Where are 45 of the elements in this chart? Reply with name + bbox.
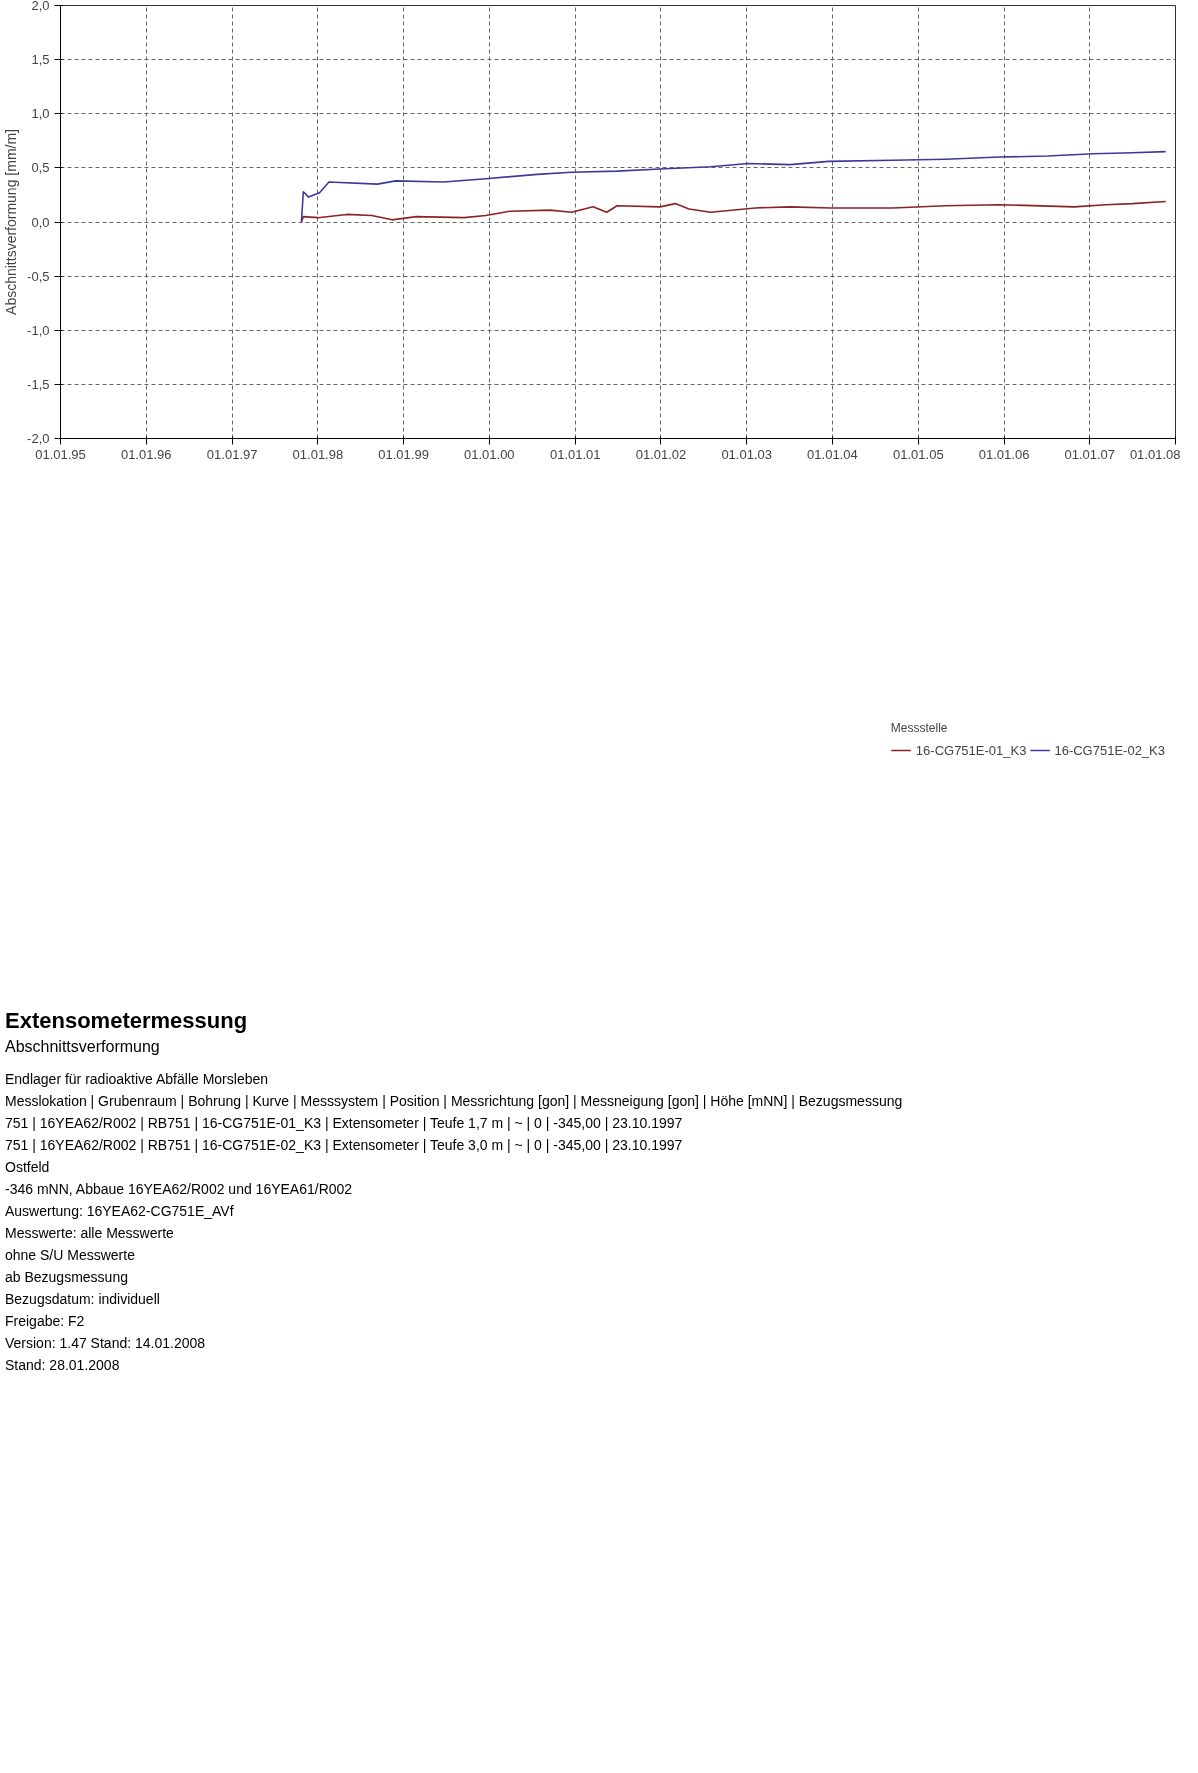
text: ohne S/U Messwerte [5, 1246, 136, 1266]
x-tick-label: 01.01.04 [807, 446, 858, 462]
text: Ostfeld [5, 1158, 51, 1178]
y-tick-label: 1,5 [31, 52, 50, 68]
x-tick-label: 01.01.96 [120, 446, 172, 462]
legend-label: 16-CG751E-01_K3 [915, 742, 1027, 758]
x-tick-label: 01.01.02 [635, 446, 687, 462]
legend-title: Messstelle [890, 721, 949, 735]
y-tick-label: 0,5 [31, 160, 50, 176]
x-tick-label: 01.01.07 [1064, 446, 1116, 462]
x-tick-label: 01.01.06 [978, 446, 1030, 462]
y-tick-label: 0,0 [31, 214, 50, 230]
y-tick-label: -0,5 [27, 268, 50, 284]
legend-label: 16-CG751E-02_K3 [1054, 742, 1165, 758]
line-series [300, 150, 1167, 223]
text: -346 mNN, Abbaue 16YEA62/R002 und 16YEA61/R002 [5, 1180, 354, 1200]
text: Messwerte: alle Messwerte [5, 1224, 175, 1244]
text: Version: 1.47 Stand: 14.01.2008 [5, 1334, 207, 1354]
text: ab Bezugsmessung [5, 1268, 129, 1288]
text: Bezugsdatum: individuell [5, 1290, 161, 1310]
x-tick-label: 01.01.00 [464, 446, 515, 462]
x-tick-label: 01.01.08 [1129, 446, 1181, 462]
x-tick-label: 01.01.97 [206, 446, 258, 462]
x-tick-label: 01.01.05 [893, 446, 944, 462]
x-tick-label: 01.01.99 [378, 446, 429, 462]
text: Messlokation | Grubenraum | Bohrung | Kurve | Messsystem | Position | Messrichtung [gon] | Messneigung [gon] | Höhe [mNN] | Bezugsmessung [5, 1092, 903, 1112]
text: Extensometermessung [5, 1007, 249, 1035]
y-tick-label: -2,0 [27, 431, 50, 446]
y-tick-label: 1,0 [31, 106, 50, 122]
text: Auswertung: 16YEA62-CG751E_AVf [5, 1202, 235, 1222]
x-tick-label: 01.01.95 [35, 446, 86, 462]
text: Abschnittsverformung [5, 1037, 161, 1058]
line-series [300, 200, 1167, 223]
y-tick-label: 2,0 [31, 0, 50, 13]
x-tick-label: 01.01.01 [549, 446, 601, 462]
x-tick-label: 01.01.98 [292, 446, 344, 462]
text: Stand: 28.01.2008 [5, 1356, 121, 1376]
text: 751 | 16YEA62/R002 | RB751 | 16-CG751E-02_K3 | Extensometer | Teufe 3,0 m | ~ | 0 | -345,00 | 23.10.1997 [5, 1136, 684, 1156]
text: 751 | 16YEA62/R002 | RB751 | 16-CG751E-01_K3 | Extensometer | Teufe 1,7 m | ~ | 0 | -345,00 | 23.10.1997 [5, 1114, 684, 1134]
y-tick-label: -1,0 [27, 322, 50, 338]
text: Endlager für radioaktive Abfälle Morsleben [5, 1070, 270, 1090]
text: Freigabe: F2 [5, 1312, 86, 1332]
y-tick-label: -1,5 [27, 376, 50, 392]
y-axis-title: Abschnittsverformung [mm/m] [3, 129, 20, 315]
x-tick-label: 01.01.03 [721, 446, 772, 462]
